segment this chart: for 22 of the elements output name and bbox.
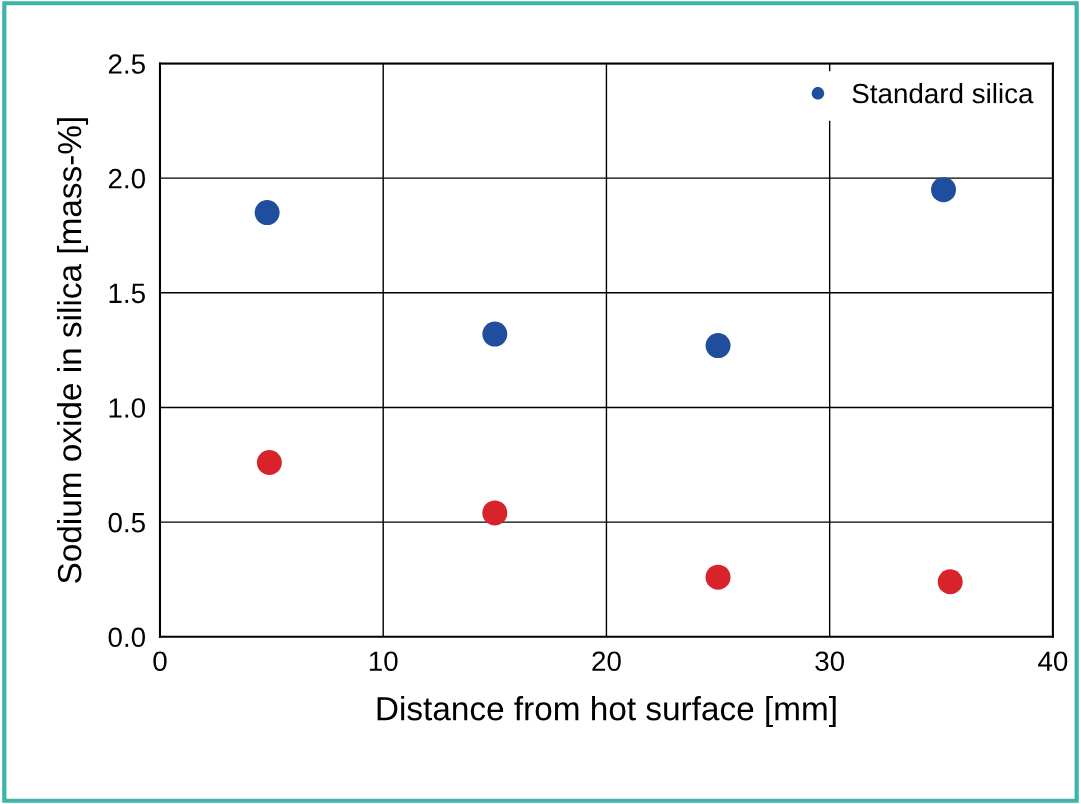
y-tick-label: 0.5: [108, 512, 145, 533]
point: [705, 564, 731, 590]
y-tick-label: 0.0: [108, 627, 146, 648]
legend-label: Standard silica: [852, 82, 1034, 104]
y-tick-label: 2.5: [108, 54, 145, 74]
x-axis-title: Distance from hot surface [mm]: [377, 696, 836, 728]
y-tick-label: 1.5: [109, 283, 145, 304]
point: [705, 333, 731, 359]
point: [482, 321, 508, 347]
x-tick-label: 10: [369, 651, 398, 672]
x-tick-label: 40: [1038, 651, 1068, 672]
point: [937, 569, 963, 595]
y-tick-label: 2.0: [108, 168, 146, 189]
point: [256, 450, 282, 475]
point: [254, 200, 280, 226]
x-tick-label: 30: [815, 651, 845, 672]
point: [931, 177, 957, 203]
y-tick-label: 1.0: [109, 398, 146, 418]
y-axis-title: Sodium oxide in silica [mass-%]: [56, 118, 89, 583]
x-tick-label: 0: [153, 651, 167, 672]
point: [482, 500, 508, 526]
x-tick-label: 20: [592, 651, 621, 672]
